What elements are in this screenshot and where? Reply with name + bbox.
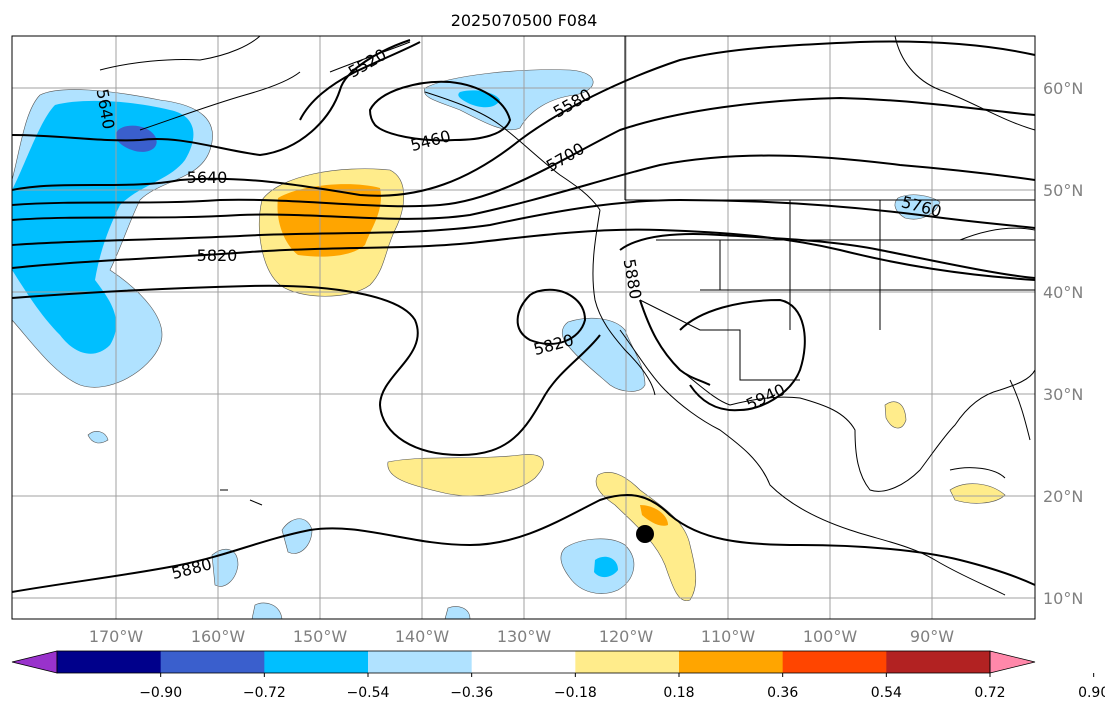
height-contours xyxy=(11,39,1036,593)
contour-5640 xyxy=(11,40,1036,197)
lat-label: 50°N xyxy=(1043,181,1083,200)
contour-5880-west xyxy=(639,299,711,386)
colorbar-over-arrow xyxy=(989,650,1036,674)
aleutian-chain xyxy=(139,71,301,131)
cuba-coast xyxy=(949,467,1006,479)
colorbar-segment xyxy=(782,651,887,673)
gridlines xyxy=(12,36,1035,619)
hudson-bay-coast xyxy=(894,35,1036,131)
colorbar-tick-label: 0.54 xyxy=(871,685,902,701)
negative-anomaly-mid-area xyxy=(12,100,194,354)
contour-5700 xyxy=(11,96,1036,208)
contour-5880-south xyxy=(11,494,1036,593)
lon-label: 160°W xyxy=(191,627,246,646)
lon-label: 150°W xyxy=(293,627,348,646)
colorbar-under-arrow xyxy=(11,650,58,674)
colorbar-tick-label: −0.36 xyxy=(450,685,493,701)
colorbar: −0.90 −0.72 −0.54 −0.36 −0.18 0.18 0.36 0.54 0.7… xyxy=(11,650,1105,701)
gulf-positive-area xyxy=(884,401,907,429)
contour-label: 5820 xyxy=(197,246,238,265)
colorbar-tick-label: 0.36 xyxy=(767,685,798,701)
pacific-positive-band xyxy=(387,454,544,496)
us-west-coast xyxy=(592,209,656,396)
colorbar-segment xyxy=(471,651,576,673)
tropical-positive-area xyxy=(595,471,697,602)
coastlines xyxy=(99,35,1036,596)
latitude-labels: 60°N 50°N 40°N 30°N 20°N 10°N xyxy=(1043,79,1083,608)
lon-label: 140°W xyxy=(395,627,450,646)
colorbar-segment xyxy=(264,651,369,673)
colorbar-segment xyxy=(679,651,784,673)
longitude-labels: 170°W 160°W 150°W 140°W 130°W 120°W 110°… xyxy=(89,627,954,646)
contour-5760-b xyxy=(11,198,1036,246)
lon-label: 110°W xyxy=(701,627,756,646)
negative-anomaly-strong-area xyxy=(115,125,157,152)
alaska-coast xyxy=(99,35,261,71)
contour-5940 xyxy=(679,298,806,412)
colorbar-tick-label: 0.72 xyxy=(974,685,1005,701)
colorbar-segment xyxy=(160,651,265,673)
canada-pacific-coast xyxy=(424,91,601,211)
caribbean-positive-area xyxy=(949,483,1006,504)
colorbar-tick-label: −0.90 xyxy=(139,685,182,701)
shading-layer xyxy=(11,69,1006,620)
colorbar-tick-label: 0.18 xyxy=(663,685,694,701)
lat-label: 40°N xyxy=(1043,283,1083,302)
tropical-positive-core xyxy=(640,505,668,526)
contour-5820-north xyxy=(11,228,1036,281)
colorbar-segment xyxy=(575,651,680,673)
mexico-central-america-coast xyxy=(619,329,1006,596)
lat-label: 10°N xyxy=(1043,589,1083,608)
lat-label: 60°N xyxy=(1043,79,1083,98)
gulf-coast xyxy=(679,369,1036,492)
lat-label: 30°N xyxy=(1043,385,1083,404)
colorbar-tick-label: −0.18 xyxy=(554,685,597,701)
hawaii-islands xyxy=(220,489,263,506)
colorbar-segment xyxy=(57,651,162,673)
lon-label: 120°W xyxy=(599,627,654,646)
contour-5460 xyxy=(368,80,512,142)
colorbar-tick-label: −0.72 xyxy=(243,685,286,701)
lon-label: 100°W xyxy=(803,627,858,646)
map-title: 2025070500 F084 xyxy=(451,11,598,30)
tropical-negative-core xyxy=(594,556,618,578)
state-borders xyxy=(624,36,1035,330)
lat-label: 20°N xyxy=(1043,487,1083,506)
lon-label: 130°W xyxy=(497,627,552,646)
florida-coast xyxy=(1009,379,1031,441)
colorbar-segment xyxy=(886,651,991,673)
contour-5880-loop xyxy=(11,284,601,457)
colorbar-segment xyxy=(368,651,473,673)
colorbar-frame xyxy=(56,650,991,674)
small-negative-area-3 xyxy=(87,431,109,444)
contour-5820-low xyxy=(516,288,587,345)
us-mexico-border xyxy=(639,299,800,381)
contour-label: 5640 xyxy=(187,168,228,187)
northeast-coast xyxy=(959,227,1036,241)
lon-label: 170°W xyxy=(89,627,144,646)
contour-5760-a xyxy=(11,154,1036,221)
colorbar-tick-label: 0.90 xyxy=(1078,685,1105,701)
lon-label: 90°W xyxy=(910,627,954,646)
colorbar-tick-label: −0.54 xyxy=(347,685,390,701)
map-frame xyxy=(11,35,1036,620)
contour-5520 xyxy=(299,41,421,121)
storm-center-marker xyxy=(636,525,654,543)
contour-5880-north xyxy=(619,232,1036,279)
